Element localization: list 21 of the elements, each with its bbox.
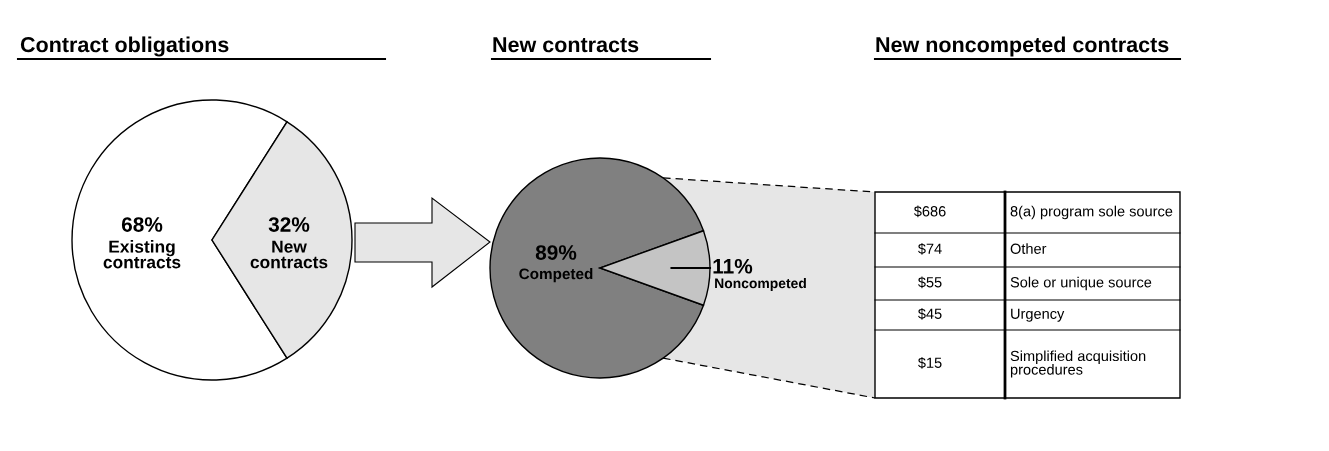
data-label: 68% bbox=[121, 217, 163, 232]
text: $74 bbox=[917, 242, 942, 255]
slice-label: Existing contracts bbox=[103, 240, 181, 269]
category-label: Sole or unique source bbox=[1010, 276, 1152, 291]
category-label: 8(a) program sole source bbox=[1010, 205, 1173, 220]
category-label: Simplified acquisition procedures bbox=[1010, 350, 1146, 378]
data-label: 32% bbox=[268, 217, 310, 232]
text: $55 bbox=[917, 276, 942, 289]
text: $686 bbox=[913, 205, 946, 218]
text: New noncompeted contracts bbox=[876, 36, 1169, 57]
slice-label: New contracts bbox=[250, 240, 328, 269]
data-label: 89% bbox=[535, 245, 577, 260]
category-label: Other bbox=[1010, 243, 1047, 254]
slice-label: Competed bbox=[519, 268, 593, 283]
slice-label: Noncompeted bbox=[715, 278, 806, 291]
text: $15 bbox=[917, 356, 942, 369]
data-label: 11% bbox=[713, 258, 753, 274]
chart-title: New contracts bbox=[493, 37, 639, 53]
category-label: Urgency bbox=[1011, 308, 1065, 322]
text: $45 bbox=[917, 307, 942, 320]
chart-title: Contract obligations bbox=[20, 36, 229, 57]
